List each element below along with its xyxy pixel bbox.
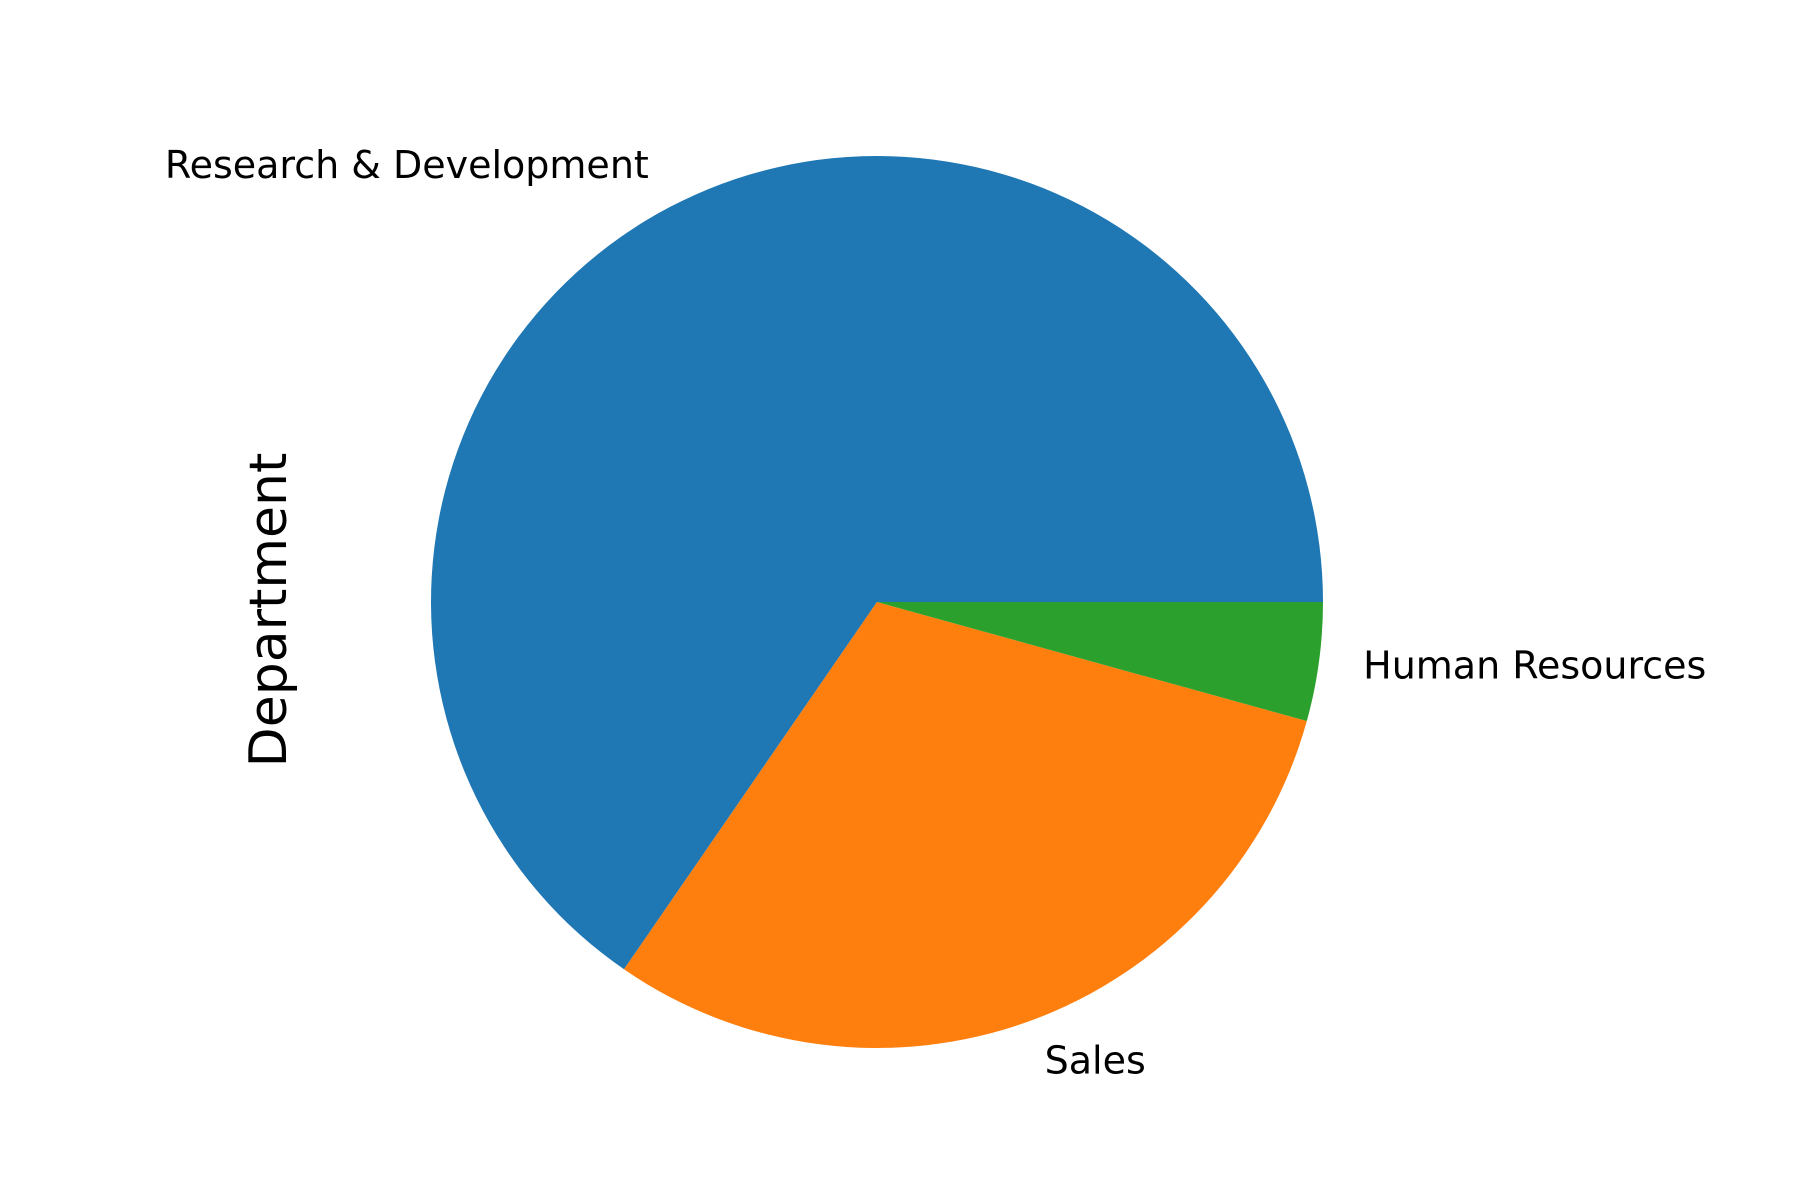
pie-label-research-development: Research & Development <box>165 143 649 187</box>
pie-label-sales: Sales <box>1045 1039 1146 1083</box>
pie-labels: Research & Development Sales Human Resourc… <box>165 143 1706 1082</box>
pie-slice-sales <box>623 602 1307 1048</box>
pie-label-human-resources: Human Resources <box>1363 644 1706 688</box>
pie-slice-research-development <box>431 155 1324 970</box>
y-axis-label: Department <box>239 453 299 768</box>
pie-slice-human-resources <box>877 602 1323 722</box>
pie-slices <box>431 155 1324 1048</box>
